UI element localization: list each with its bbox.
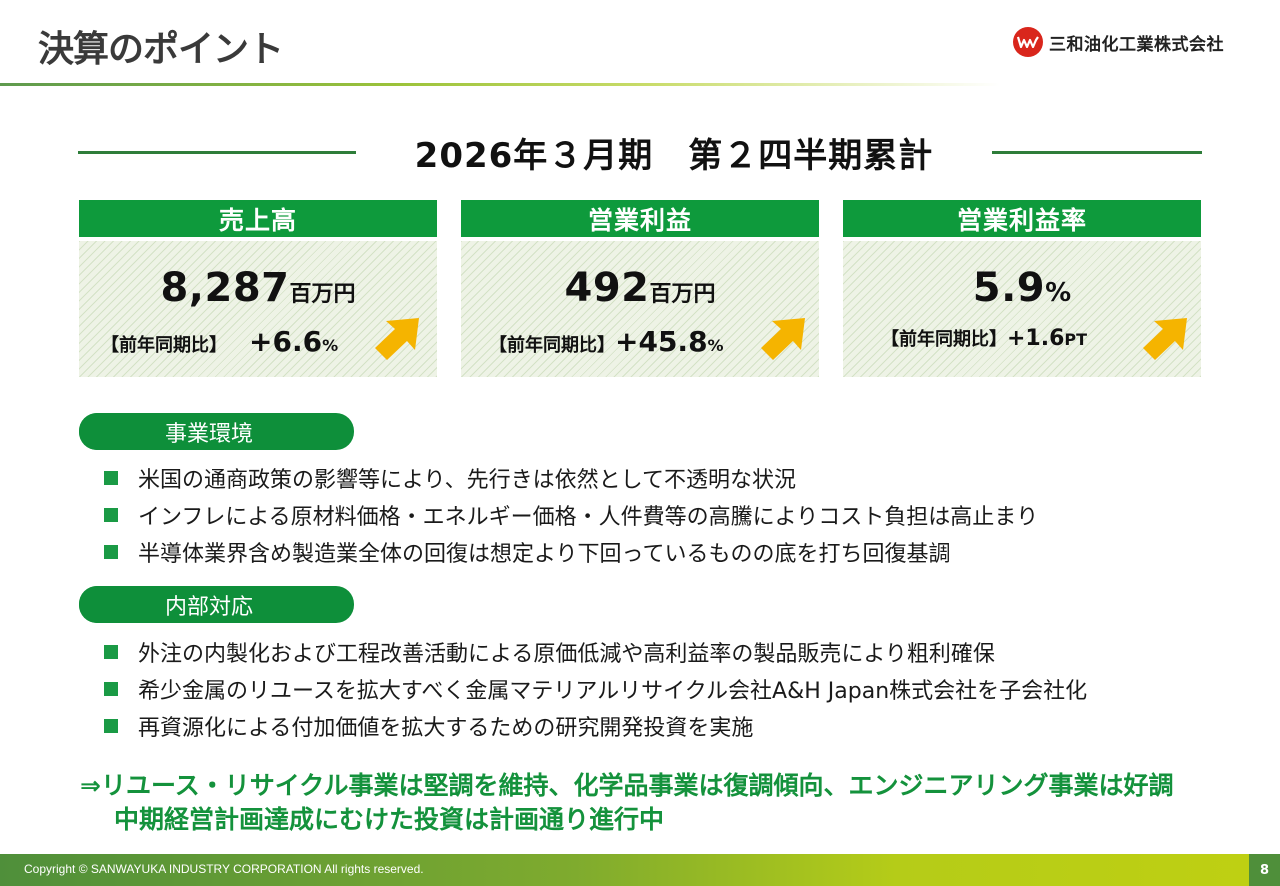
- square-bullet-icon: [104, 718, 118, 733]
- kpi-value: 5.9%: [843, 265, 1201, 311]
- kpi-yoy-unit: PT: [1064, 330, 1088, 349]
- kpi-yoy-delta: +1.6: [1007, 326, 1065, 351]
- period-heading: 2026年３月期 第２四半期累計: [78, 126, 1202, 178]
- square-bullet-icon: [104, 681, 118, 696]
- list-item-text: 再資源化による付加価値を拡大するための研究開発投資を実施: [138, 715, 754, 741]
- list-item-text: 外注の内製化および工程改善活動による原価低減や高利益率の製品販売により粗利確保: [138, 641, 995, 667]
- page-number: 8: [1249, 854, 1280, 886]
- internal-response-list: 外注の内製化および工程改善活動による原価低減や高利益率の製品販売により粗利確保 …: [104, 633, 1087, 744]
- copyright-text: Copyright © SANWAYUKA INDUSTRY CORPORATI…: [24, 862, 424, 876]
- list-item-text: 希少金属のリユースを拡大すべく金属マテリアルリサイクル会社A&H Japan株式…: [138, 678, 1088, 704]
- conclusion: ⇒リユース・リサイクル事業は堅調を維持、化学品事業は復調傾向、エンジニアリング事…: [80, 769, 1173, 837]
- kpi-card-body: 492百万円 【前年同期比】 +45.8%: [461, 241, 819, 377]
- section-label-internal-response: 内部対応: [79, 586, 354, 623]
- kpi-yoy-unit: %: [322, 336, 339, 355]
- kpi-value-number: 8,287: [160, 265, 290, 311]
- kpi-yoy: 【前年同期比】 +1.6 PT: [881, 325, 1087, 351]
- up-arrow-icon: [1143, 318, 1187, 360]
- kpi-card-header: 売上高: [79, 200, 437, 237]
- title-divider: [0, 83, 1000, 86]
- list-item-text: 米国の通商政策の影響等により、先行きは依然として不透明な状況: [138, 467, 797, 493]
- company-logo-icon: [1013, 27, 1043, 57]
- kpi-yoy-label: 【前年同期比】: [489, 335, 615, 356]
- list-item: 外注の内製化および工程改善活動による原価低減や高利益率の製品販売により粗利確保: [104, 633, 1087, 670]
- kpi-yoy-unit: %: [707, 336, 724, 355]
- company-name: 三和油化工業株式会社: [1049, 34, 1224, 55]
- list-item: インフレによる原材料価格・エネルギー価格・人件費等の高騰によりコスト負担は高止ま…: [104, 496, 1038, 533]
- up-arrow-icon: [761, 318, 805, 360]
- list-item: 再資源化による付加価値を拡大するための研究開発投資を実施: [104, 707, 1087, 744]
- footer: Copyright © SANWAYUKA INDUSTRY CORPORATI…: [0, 854, 1280, 886]
- period-divider-left: [78, 150, 356, 154]
- company-logo: 三和油化工業株式会社: [1013, 27, 1224, 57]
- period-title: 2026年３月期 第２四半期累計: [414, 135, 934, 176]
- kpi-yoy: 【前年同期比】 +45.8%: [489, 325, 724, 358]
- kpi-yoy: 【前年同期比】 +6.6%: [101, 325, 338, 358]
- kpi-card-operating-profit: 営業利益 492百万円 【前年同期比】 +45.8%: [461, 200, 819, 377]
- kpi-card-header: 営業利益: [461, 200, 819, 237]
- conclusion-line-1: ⇒リユース・リサイクル事業は堅調を維持、化学品事業は復調傾向、エンジニアリング事…: [80, 771, 1174, 800]
- list-item: 半導体業界含め製造業全体の回復は想定より下回っているものの底を打ち回復基調: [104, 533, 1038, 570]
- kpi-cards: 売上高 8,287百万円 【前年同期比】 +6.6% 営業利益 492百万円 【…: [79, 200, 1201, 377]
- kpi-value-number: 5.9: [972, 265, 1046, 311]
- square-bullet-icon: [104, 644, 118, 659]
- up-arrow-icon: [375, 318, 419, 360]
- kpi-card-sales: 売上高 8,287百万円 【前年同期比】 +6.6%: [79, 200, 437, 377]
- square-bullet-icon: [104, 544, 118, 559]
- kpi-card-body: 8,287百万円 【前年同期比】 +6.6%: [79, 241, 437, 377]
- kpi-value: 8,287百万円: [79, 265, 437, 311]
- square-bullet-icon: [104, 507, 118, 522]
- list-item: 米国の通商政策の影響等により、先行きは依然として不透明な状況: [104, 459, 1038, 496]
- kpi-yoy-label: 【前年同期比】: [881, 329, 1007, 350]
- square-bullet-icon: [104, 470, 118, 485]
- kpi-card-operating-margin: 営業利益率 5.9% 【前年同期比】 +1.6 PT: [843, 200, 1201, 377]
- kpi-value-unit: %: [1045, 278, 1072, 308]
- business-environment-list: 米国の通商政策の影響等により、先行きは依然として不透明な状況 インフレによる原材…: [104, 459, 1038, 570]
- list-item-text: 半導体業界含め製造業全体の回復は想定より下回っているものの底を打ち回復基調: [138, 541, 951, 567]
- conclusion-line-2: 中期経営計画達成にむけた投資は計画通り進行中: [114, 805, 665, 834]
- kpi-value: 492百万円: [461, 265, 819, 311]
- list-item: 希少金属のリユースを拡大すべく金属マテリアルリサイクル会社A&H Japan株式…: [104, 670, 1087, 707]
- kpi-yoy-delta: +45.8: [615, 325, 708, 358]
- kpi-card-header: 営業利益率: [843, 200, 1201, 237]
- kpi-yoy-delta: +6.6: [249, 325, 323, 358]
- kpi-yoy-label: 【前年同期比】: [101, 335, 227, 356]
- list-item-text: インフレによる原材料価格・エネルギー価格・人件費等の高騰によりコスト負担は高止ま…: [138, 504, 1039, 530]
- page-title: 決算のポイント: [38, 29, 284, 70]
- kpi-value-unit: 百万円: [289, 282, 356, 307]
- kpi-value-unit: 百万円: [649, 282, 716, 307]
- kpi-value-number: 492: [564, 265, 650, 311]
- period-divider-right: [991, 150, 1202, 154]
- kpi-card-body: 5.9% 【前年同期比】 +1.6 PT: [843, 241, 1201, 377]
- section-label-business-environment: 事業環境: [79, 413, 354, 450]
